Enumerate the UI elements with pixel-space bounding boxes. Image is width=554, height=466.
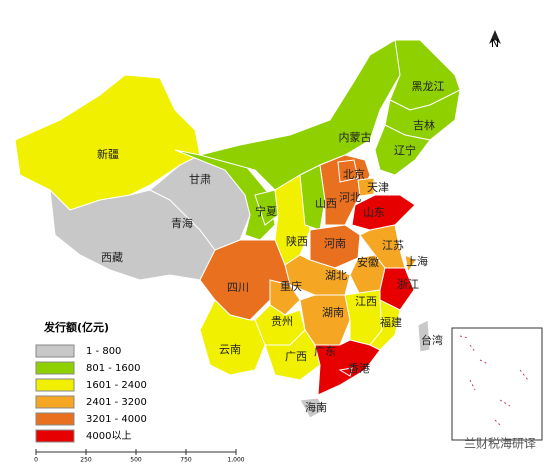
province [314,339,381,396]
legend-label: 3201 - 4000 [86,414,147,425]
scale-label: 1,000 [227,457,244,464]
province-label: 浙江 [397,278,419,291]
province-label: 云南 [219,343,241,356]
province-label: 内蒙古 [339,130,372,144]
province-label: 河北 [339,191,361,204]
province [357,177,375,197]
scale-label: 0 [34,457,38,464]
province-label: 江西 [355,295,377,308]
province-label: 香港 [348,362,370,375]
legend: 1 - 800 801 - 1600 1601 - 2400 2401 - 3200 3… [35,344,147,443]
province-label: 新疆 [97,147,119,161]
legend-swatch [35,361,75,375]
scale-bar: 0 250 500 750 1,000 [34,449,245,464]
legend-swatch [35,412,75,426]
province-label: 甘肃 [189,173,211,186]
province-label: 重庆 [280,279,302,293]
province-label: 湖南 [322,306,344,319]
province-label: 安徽 [357,255,379,269]
province-label: 陕西 [286,234,308,248]
province [404,254,417,274]
province-label: 湖北 [325,269,347,282]
province [374,124,431,176]
province-label: 辽宁 [394,143,416,157]
legend-swatch [35,429,75,443]
province [174,149,276,241]
scale-label: 750 [180,457,192,464]
province [338,367,353,377]
watermark: 兰财税海研译 [464,436,536,451]
province-label: 海南 [305,400,327,414]
legend-swatch [35,395,75,409]
province-label: 贵州 [271,315,293,328]
legend-swatch [35,378,75,392]
south-sea-inset [451,327,543,441]
province-label: 青海 [171,216,193,230]
province-label: 上海 [406,254,428,268]
scale-label: 250 [80,457,92,464]
province-label: 广西 [285,350,307,363]
province-label: 吉林 [413,118,435,132]
north-arrow [489,30,501,44]
province-label: 黑龙江 [412,80,445,93]
province-label: 山西 [315,197,337,210]
province [337,159,359,183]
province-label: 四川 [227,281,249,294]
province-label: 西藏 [101,251,123,264]
province-label: 天津 [367,181,389,194]
province [284,254,351,296]
legend-label: 2401 - 3200 [86,397,147,408]
regions [14,39,461,419]
legend-label: 1601 - 2400 [86,380,147,391]
province-label: 广东 [314,345,336,358]
province-label: 河南 [324,237,346,250]
province-label: 江苏 [382,239,404,252]
legend-label: 1 - 800 [86,346,121,357]
province-label: 宁夏 [255,204,277,218]
province-label: 北京 [343,167,365,181]
province-label: 福建 [380,315,402,329]
province [299,164,326,231]
legend-title: 发行额(亿元) [43,320,109,334]
north-label: N [491,37,499,50]
legend-label: 801 - 1600 [86,363,141,374]
legend-label: 4000以上 [86,430,131,442]
province [351,194,416,231]
province-label: 台湾 [421,333,443,347]
province-label: 山东 [363,206,385,219]
province [199,299,266,376]
legend-swatch [35,344,75,358]
province [269,279,301,316]
province [299,397,326,419]
inset-boundary [459,335,529,427]
province [417,319,431,353]
scale-label: 500 [130,457,142,464]
